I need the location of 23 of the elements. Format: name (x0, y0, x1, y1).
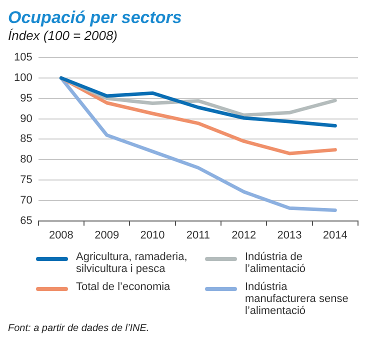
y-tick-label: 85 (20, 133, 32, 146)
y-tick-label: 70 (20, 194, 32, 206)
x-tick-label: 2009 (94, 229, 120, 242)
x-tick-label: 2011 (186, 229, 210, 242)
y-tick-label: 95 (20, 92, 32, 104)
text: Font: a partir de dades de l’INE. (8, 323, 150, 334)
chart-title: Ocupació per sectors (8, 8, 183, 28)
y-tick-label: 80 (20, 154, 32, 166)
x-tick-label: 2012 (232, 229, 256, 242)
legend-label: Total de l’economia (76, 281, 170, 293)
chart-subtitle: Índex (100 = 2008) (8, 28, 118, 43)
legend-label: Agricultura, ramaderia, silvicultura i pesca (76, 251, 188, 275)
x-tick-label: 2013 (277, 229, 302, 242)
x-tick-label: 2008 (48, 229, 74, 242)
y-tick-label: 100 (14, 72, 32, 84)
x-tick-label: 2010 (140, 229, 165, 242)
x-tick-label: 2014 (322, 229, 348, 242)
legend-label: Indústria manufacturera sense l’alimentació (245, 281, 350, 317)
legend-label: Indústria de l’alimentació (245, 251, 307, 275)
y-tick-label: 65 (20, 214, 32, 227)
y-tick-label: 75 (20, 174, 32, 186)
y-tick-label: 90 (20, 112, 32, 125)
y-tick-label: 105 (14, 52, 32, 64)
